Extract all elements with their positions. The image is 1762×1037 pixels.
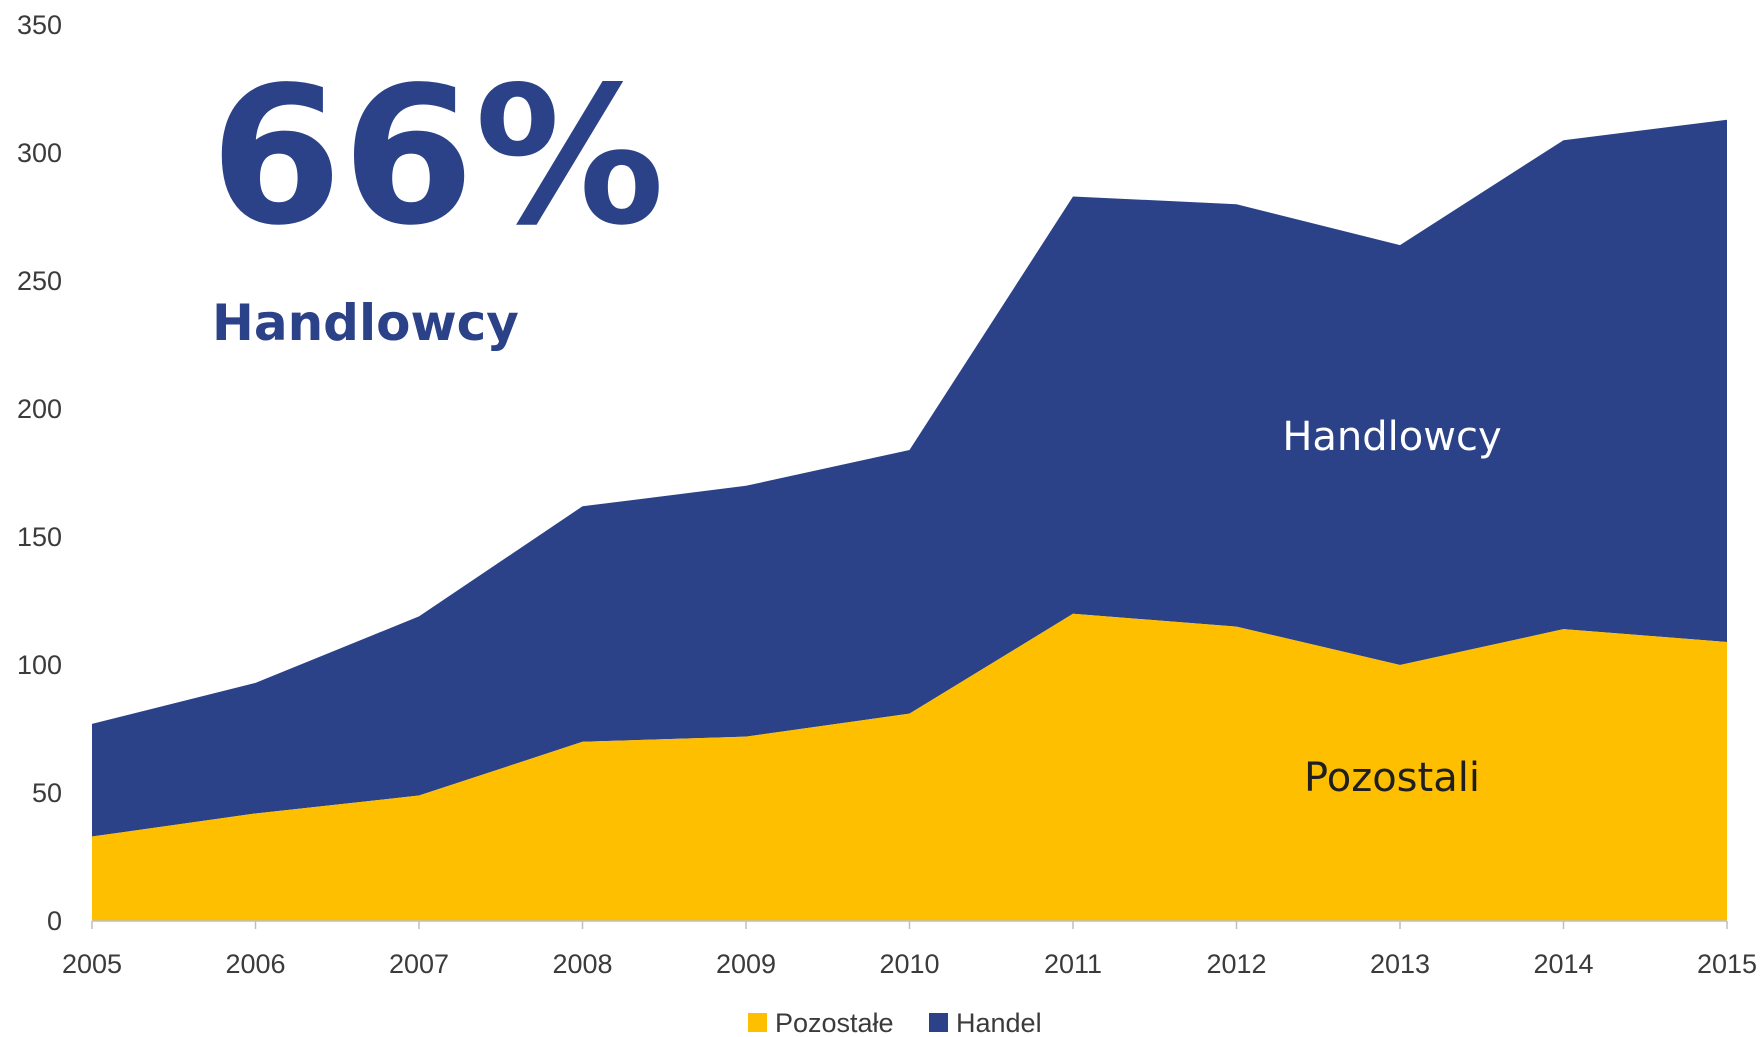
legend-label: Handel xyxy=(956,1008,1042,1037)
x-tick-label: 2009 xyxy=(716,949,776,979)
headline-percent: 66% xyxy=(210,46,665,267)
legend-label: Pozostałe xyxy=(775,1008,894,1037)
x-tick-label: 2012 xyxy=(1206,949,1266,979)
y-tick-label: 350 xyxy=(17,10,62,40)
x-tick-label: 2008 xyxy=(552,949,612,979)
y-tick-label: 250 xyxy=(17,266,62,296)
x-tick-label: 2013 xyxy=(1370,949,1430,979)
area-label-pozostali: Pozostali xyxy=(1304,755,1480,801)
chart-areas xyxy=(92,119,1727,921)
legend-swatch xyxy=(748,1013,767,1032)
y-axis-tick-labels: 0 50 100 150 200 250 300 350 xyxy=(17,10,62,936)
chart-axes xyxy=(91,920,1728,929)
legend: Pozostałe Handel xyxy=(748,1008,1042,1037)
area-series-pozostale xyxy=(92,613,1727,921)
headline-label: Handlowcy xyxy=(212,294,519,352)
x-axis-tick-labels: 2005 2006 2007 2008 2009 2010 2011 2012 2013 2014… xyxy=(62,949,1757,979)
x-tick-label: 2010 xyxy=(879,949,939,979)
y-tick-label: 200 xyxy=(17,394,62,424)
x-tick-label: 2015 xyxy=(1697,949,1757,979)
legend-swatch xyxy=(929,1013,948,1032)
x-tick-label: 2014 xyxy=(1533,949,1593,979)
x-tick-label: 2005 xyxy=(62,949,122,979)
y-tick-label: 300 xyxy=(17,138,62,168)
y-tick-label: 100 xyxy=(17,650,62,680)
x-tick-label: 2007 xyxy=(389,949,449,979)
y-tick-label: 0 xyxy=(47,906,62,936)
x-tick-label: 2011 xyxy=(1044,949,1102,979)
area-label-handlowcy: Handlowcy xyxy=(1282,414,1501,460)
y-tick-label: 150 xyxy=(17,522,62,552)
x-tick-label: 2006 xyxy=(225,949,285,979)
area-series-handel xyxy=(92,119,1727,837)
y-tick-label: 50 xyxy=(32,778,62,808)
